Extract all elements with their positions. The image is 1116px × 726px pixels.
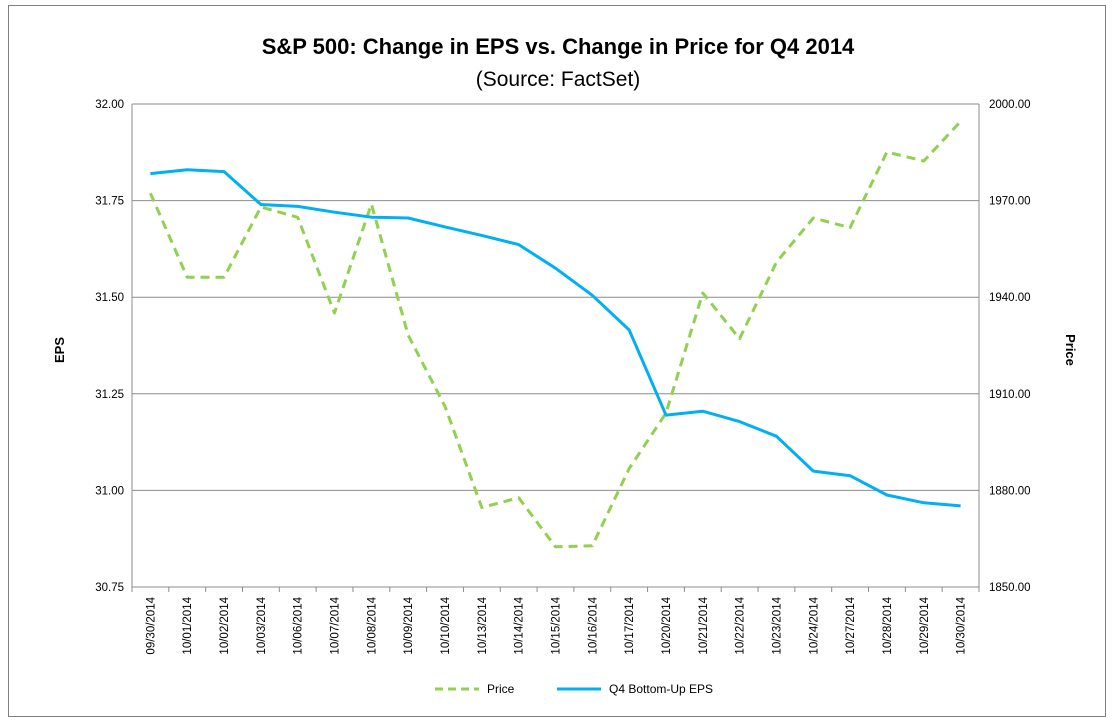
y-axis-left: 32.00 31.75 31.50 31.25 31.00 30.75	[95, 99, 124, 594]
y-axis-right: 2000.00 1970.00 1940.00 1910.00 1880.00 1850.…	[989, 99, 1031, 594]
legend-label: Q4 Bottom-Up EPS	[609, 682, 713, 696]
y-right-tick-label: 2000.00	[989, 99, 1031, 111]
y-right-tick-label: 1850.00	[989, 582, 1031, 594]
x-tick-label: 10/21/2014	[698, 596, 710, 654]
y-right-tick-label: 1880.00	[989, 485, 1031, 497]
x-tick-label: 10/28/2014	[882, 596, 894, 654]
series-line-q4-bottom-up-eps	[150, 168, 961, 508]
x-tick-label: 10/01/2014	[182, 596, 194, 654]
chart-title: S&P 500: Change in EPS vs. Change in Pri…	[262, 34, 855, 59]
y-left-tick-label: 31.50	[95, 292, 124, 304]
y-left-tick-label: 32.00	[95, 99, 124, 111]
x-tick-label: 10/17/2014	[624, 596, 636, 654]
x-tick-label: 10/27/2014	[845, 596, 857, 654]
x-tick-label: 10/06/2014	[293, 596, 305, 654]
series-line-price	[149, 120, 962, 549]
y-right-tick-label: 1940.00	[989, 292, 1031, 304]
y-right-tick-label: 1910.00	[989, 389, 1031, 401]
x-tick-label: 10/07/2014	[330, 596, 342, 654]
y-left-tick-label: 31.25	[95, 389, 124, 401]
x-tick-label: 10/03/2014	[256, 596, 268, 654]
y-left-tick-label: 31.00	[95, 485, 124, 497]
x-tick-label: 10/08/2014	[366, 596, 378, 654]
x-tick-label: 10/16/2014	[587, 596, 599, 654]
x-tick-label: 10/13/2014	[477, 596, 489, 654]
x-tick-label: 10/02/2014	[219, 596, 231, 654]
series-lines	[149, 120, 962, 549]
x-tick-label: 10/29/2014	[919, 596, 931, 654]
chart-subtitle: (Source: FactSet)	[476, 68, 641, 91]
x-tick-label: 10/20/2014	[661, 596, 673, 654]
x-tick-label: 10/15/2014	[551, 596, 563, 654]
y-axis-left-title: EPS	[52, 337, 67, 363]
legend-label: Price	[487, 682, 515, 696]
gridlines	[131, 103, 980, 588]
x-axis: 09/30/2014 10/01/2014 10/02/2014 10/03/2014…	[131, 587, 980, 655]
x-tick-label: 09/30/2014	[145, 596, 157, 654]
y-left-tick-label: 30.75	[95, 582, 124, 594]
x-tick-label: 10/30/2014	[956, 596, 968, 654]
x-tick-label: 10/09/2014	[403, 596, 415, 654]
chart-frame: S&P 500: Change in EPS vs. Change in Pri…	[8, 5, 1106, 717]
y-right-tick-label: 1970.00	[989, 196, 1031, 208]
y-axis-right-title: Price	[1063, 334, 1078, 366]
x-tick-label: 10/24/2014	[808, 596, 820, 654]
x-tick-label: 10/23/2014	[771, 596, 783, 654]
legend: Price Q4 Bottom-Up EPS	[435, 682, 713, 696]
x-tick-label: 10/10/2014	[440, 596, 452, 654]
x-tick-label: 10/22/2014	[735, 596, 747, 654]
line-chart: S&P 500: Change in EPS vs. Change in Pri…	[52, 34, 1078, 696]
x-tick-label: 10/14/2014	[514, 596, 526, 654]
y-left-tick-label: 31.75	[95, 196, 124, 208]
